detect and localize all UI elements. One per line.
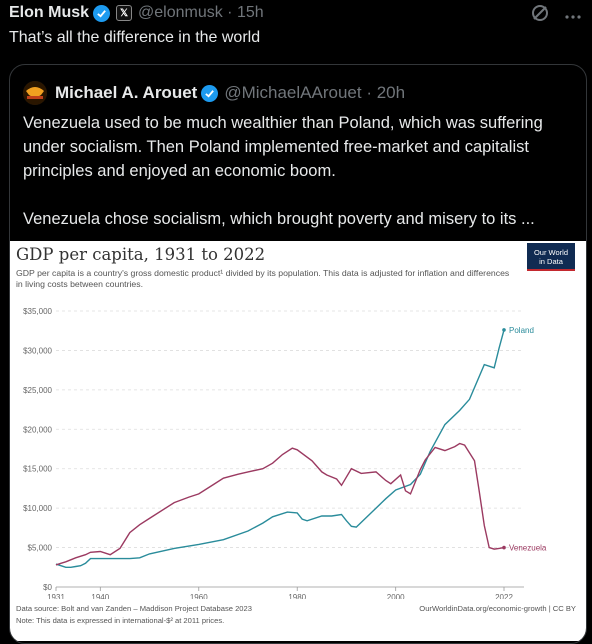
y-tick-label: $30,000 [23, 346, 52, 355]
x-tick-label: 1980 [288, 593, 306, 599]
series-label: Venezuela [509, 544, 547, 553]
y-tick-label: $15,000 [23, 465, 52, 474]
avatar[interactable] [23, 81, 47, 105]
quote-paragraph: Venezuela used to be much wealthier than… [23, 114, 543, 180]
x-tick-label: 2022 [495, 593, 513, 599]
line-chart: $0 $5,000 $10,000 $15,000 $20,000 $25,000 $30,… [23, 307, 547, 599]
y-tick-label: $25,000 [23, 386, 52, 395]
chart-note: Note: This data is expressed in internat… [16, 616, 225, 625]
y-tick-label: $35,000 [23, 307, 52, 316]
owid-logo: Our World in Data [527, 243, 575, 271]
chart-subtitle: GDP per capita is a country's gross dome… [16, 268, 510, 289]
tweet-text: That’s all the difference in the world [9, 29, 261, 46]
x-tick-label: 2000 [387, 593, 405, 599]
x-tick-label: 1940 [91, 593, 109, 599]
quote-text: Venezuela used to be much wealthier than… [23, 111, 575, 255]
owid-logo-line: Our World [533, 248, 569, 257]
author-handle-time[interactable]: @elonmusk · 15h [138, 4, 264, 21]
chart-credit: OurWorldinData.org/economic-growth | CC … [419, 604, 576, 613]
tweet-header: Elon Musk 𝕏 @elonmusk · 15h [9, 2, 264, 24]
quote-paragraph: Venezuela chose socialism, which brought… [23, 210, 535, 228]
tweet-actions [530, 3, 582, 28]
x-tick-label: 1931 [47, 593, 65, 599]
y-tick-label: $20,000 [23, 425, 52, 434]
more-icon[interactable] [564, 7, 582, 25]
quote-handle-time[interactable]: @MichaelAArouet · 20h [224, 83, 406, 102]
verified-badge-icon [93, 4, 111, 22]
y-tick-label: $5,000 [28, 544, 53, 553]
verified-badge-icon [201, 84, 219, 102]
author-name[interactable]: Elon Musk [9, 4, 90, 21]
y-tick-label: $10,000 [23, 504, 52, 513]
series-label: Poland [509, 326, 534, 335]
quote-author-name[interactable]: Michael A. Arouet [55, 83, 198, 102]
quoted-tweet[interactable]: Michael A. Arouet @MichaelAArouet · 20h … [9, 64, 587, 644]
x-logo-icon: 𝕏 [116, 5, 133, 21]
quote-header: Michael A. Arouet @MichaelAArouet · 20h [23, 81, 405, 105]
chart-image[interactable]: GDP per capita, 1931 to 2022 GDP per cap… [10, 241, 586, 641]
series-line-poland [55, 329, 505, 568]
grok-icon[interactable] [530, 3, 550, 28]
owid-logo-line: in Data [539, 257, 563, 266]
chart-source: Data source: Bolt and van Zanden – Maddi… [16, 604, 252, 613]
chart-title: GDP per capita, 1931 to 2022 [16, 245, 266, 264]
y-tick-label: $0 [43, 583, 52, 592]
series-line-venezuela [55, 442, 505, 566]
series-end-point [502, 545, 506, 550]
series-end-point [502, 328, 506, 332]
x-tick-label: 1960 [190, 593, 208, 599]
